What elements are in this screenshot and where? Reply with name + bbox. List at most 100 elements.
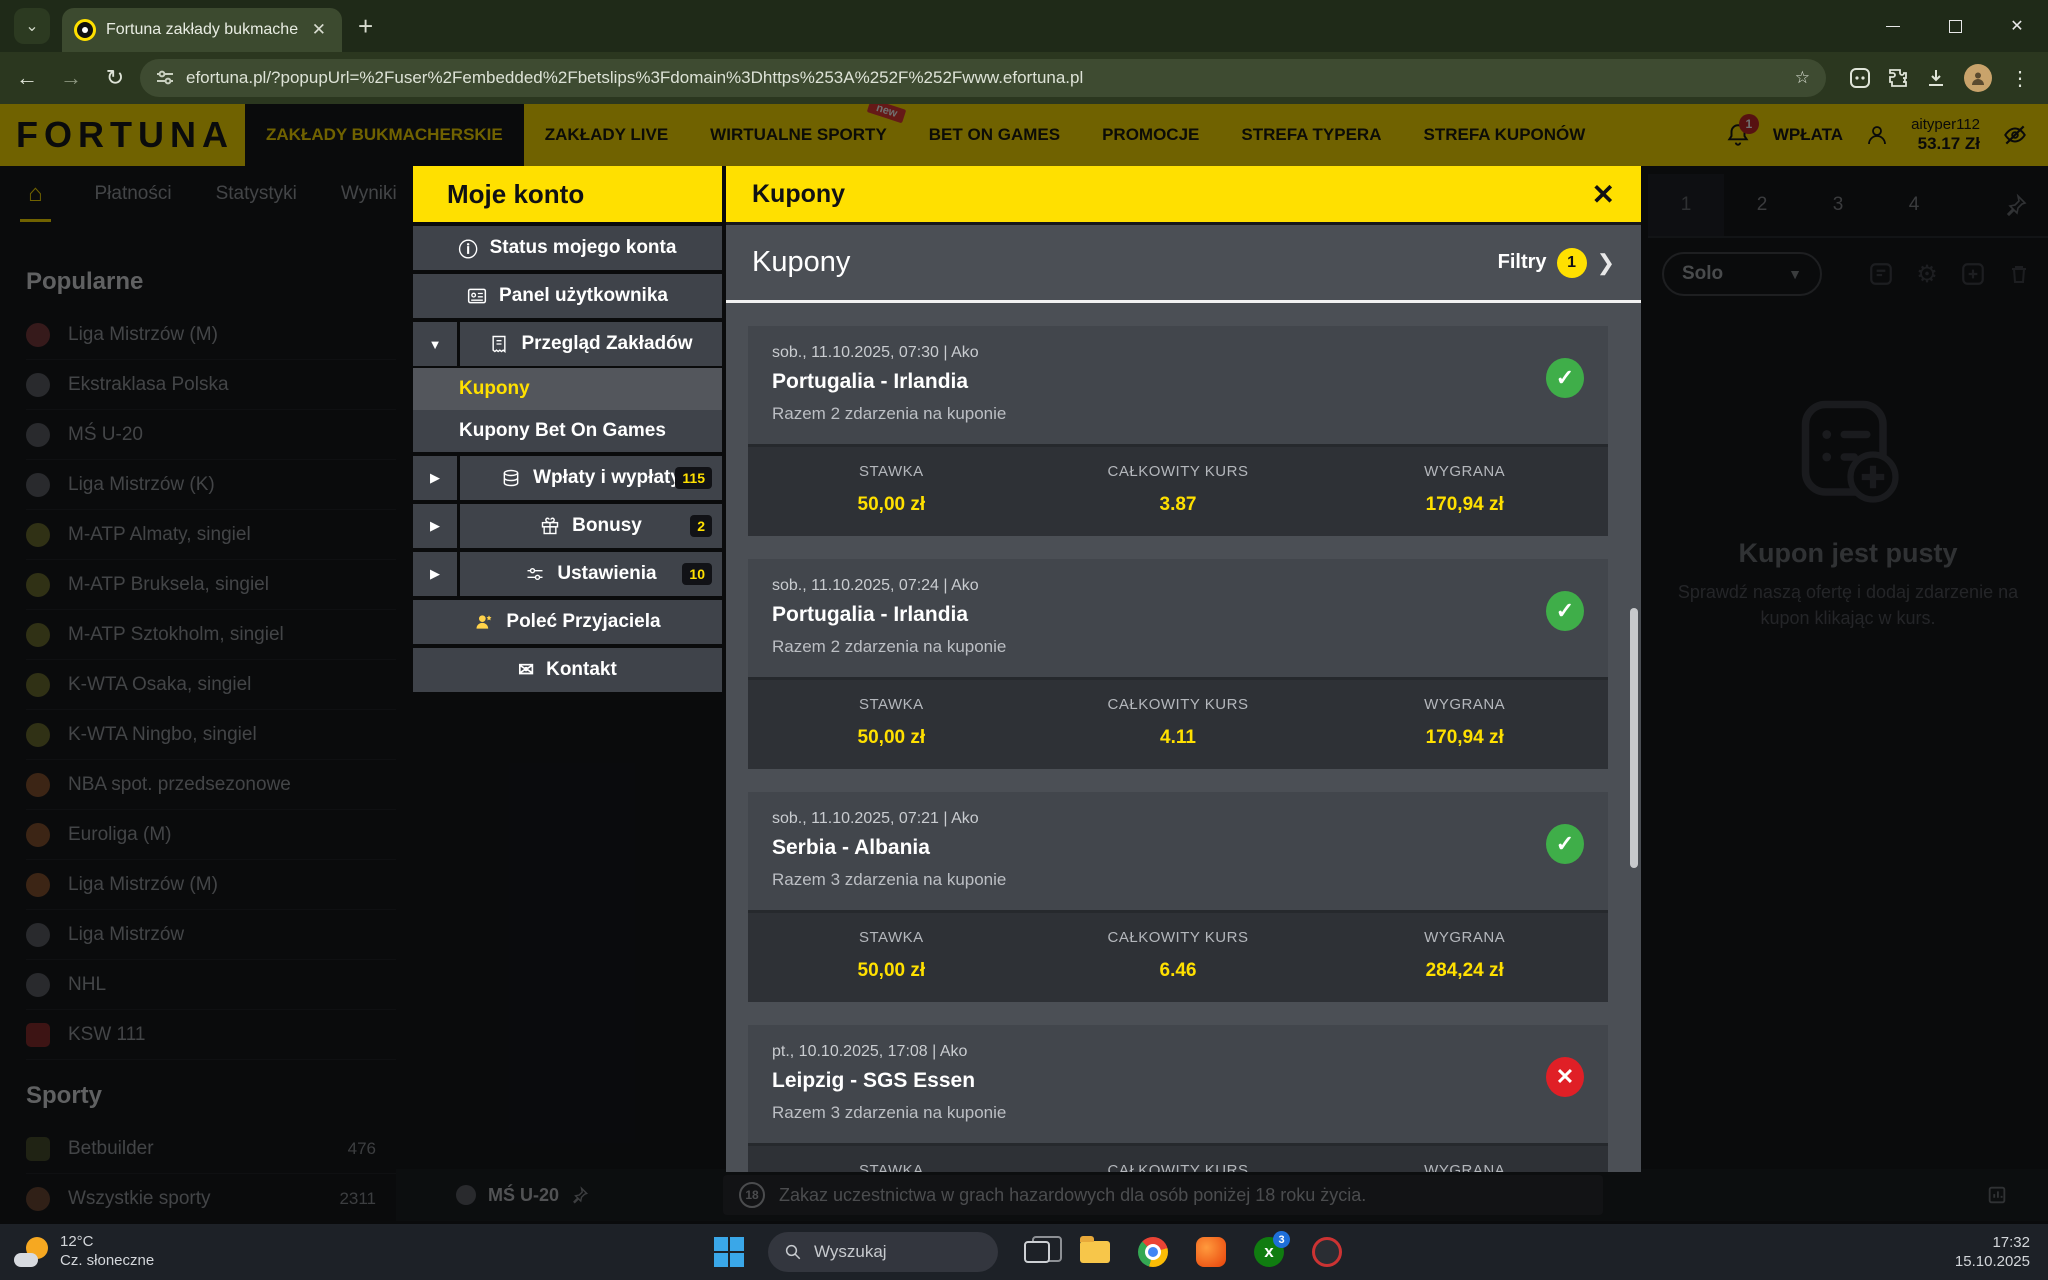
odds-value: 6.46 xyxy=(1159,960,1197,981)
win-label: WYGRANA xyxy=(1424,1162,1506,1172)
menu-status-konta[interactable]: ⓘ Status mojego konta xyxy=(413,226,722,270)
menu-sub-kupony[interactable]: Kupony xyxy=(413,368,722,410)
win-value: 170,94 zł xyxy=(1425,494,1504,515)
filters-button[interactable]: Filtry 1 ❯ xyxy=(1498,247,1615,278)
url-text: efortuna.pl/?popupUrl=%2Fuser%2Fembedded… xyxy=(186,68,1084,87)
coupon-card[interactable]: sob., 11.10.2025, 07:24 | Ako Portugalia… xyxy=(748,559,1608,769)
fortuna-favicon xyxy=(74,19,96,41)
address-bar[interactable]: efortuna.pl/?popupUrl=%2Fuser%2Fembedded… xyxy=(140,59,1826,97)
coupon-title: Portugalia - Irlandia xyxy=(772,603,969,626)
odds-label: CAŁKOWITY KURS xyxy=(1107,696,1249,713)
stake-label: STAWKA xyxy=(859,696,924,713)
win-label: WYGRANA xyxy=(1424,929,1506,946)
account-menu-title: Moje konto xyxy=(413,166,722,222)
gift-icon xyxy=(541,517,559,535)
coupon-title: Serbia - Albania xyxy=(772,836,930,859)
expand-caret-button[interactable]: ▶ xyxy=(413,504,457,548)
close-icon[interactable]: ✕ xyxy=(1591,178,1615,210)
browser-tabstrip: ⌄ Fortuna zakłady bukmacherskie ✕ + ✕ xyxy=(0,0,2048,52)
stake-value: 50,00 zł xyxy=(857,960,926,981)
start-button[interactable] xyxy=(710,1233,748,1271)
coupons-panel-header: Kupony ✕ xyxy=(726,166,1641,222)
close-window-button[interactable]: ✕ xyxy=(2010,18,2024,35)
file-explorer-button[interactable] xyxy=(1076,1233,1114,1271)
menu-wplaty-wyplaty[interactable]: Wpłaty i wypłaty 115 xyxy=(460,456,722,500)
windows-logo-icon xyxy=(714,1237,744,1267)
coupons-subheader: Kupony Filtry 1 ❯ xyxy=(726,225,1641,303)
menu-badge: 2 xyxy=(690,515,712,537)
forward-button[interactable]: → xyxy=(60,65,82,90)
window-controls: ✕ xyxy=(1862,0,2048,52)
panel-scrollbar-thumb[interactable] xyxy=(1630,608,1638,868)
menu-ustawienia[interactable]: Ustawienia 10 xyxy=(460,552,722,596)
tab-close-icon[interactable]: ✕ xyxy=(311,20,326,39)
maximize-button[interactable] xyxy=(1924,0,1986,52)
minimize-button[interactable] xyxy=(1862,0,1924,52)
odds-label: CAŁKOWITY KURS xyxy=(1107,929,1249,946)
new-tab-button[interactable]: + xyxy=(358,10,374,41)
temperature: 12°C xyxy=(60,1233,94,1251)
coupon-card[interactable]: pt., 10.10.2025, 17:08 | Ako Leipzig - S… xyxy=(748,1025,1608,1172)
browser-tab[interactable]: Fortuna zakłady bukmacherskie ✕ xyxy=(62,8,342,52)
odds-label: CAŁKOWITY KURS xyxy=(1107,1162,1249,1172)
coupon-events: Razem 2 zdarzenia na kuponie xyxy=(772,404,1007,423)
taskbar-search[interactable]: Wyszukaj xyxy=(768,1232,998,1272)
dark-app-icon xyxy=(1312,1237,1342,1267)
coupon-events: Razem 3 zdarzenia na kuponie xyxy=(772,1103,1007,1122)
tab-organizer-icon[interactable] xyxy=(1850,68,1870,88)
coupon-date: sob., 11.10.2025, 07:24 | Ako xyxy=(772,577,979,594)
coupon-events: Razem 2 zdarzenia na kuponie xyxy=(772,637,1007,656)
tab-title: Fortuna zakłady bukmacherskie xyxy=(106,21,298,38)
taskbar-weather-widget[interactable]: 12°C Cz. słoneczne xyxy=(0,1233,260,1271)
bookmark-star-icon[interactable]: ☆ xyxy=(1794,68,1810,87)
coupons-panel-body: Kupony Filtry 1 ❯ sob., 11.10.2025, 07:3… xyxy=(726,222,1641,1172)
coupon-card[interactable]: sob., 11.10.2025, 07:30 | Ako Portugalia… xyxy=(748,326,1608,536)
menu-kontakt[interactable]: ✉ Kontakt xyxy=(413,648,722,692)
win-label: WYGRANA xyxy=(1424,696,1506,713)
menu-bonusy[interactable]: Bonusy 2 xyxy=(460,504,722,548)
chrome-button[interactable] xyxy=(1134,1233,1172,1271)
orange-app-icon xyxy=(1196,1237,1226,1267)
expand-caret-button[interactable]: ▶ xyxy=(413,552,457,596)
refer-friend-icon xyxy=(476,615,492,629)
chevron-right-icon: ❯ xyxy=(1596,249,1615,275)
coupon-card[interactable]: sob., 11.10.2025, 07:21 | Ako Serbia - A… xyxy=(748,792,1608,1002)
back-button[interactable]: ← xyxy=(16,65,38,90)
stake-label: STAWKA xyxy=(859,929,924,946)
menu-badge: 10 xyxy=(682,563,712,585)
odds-value: 4.11 xyxy=(1160,727,1196,748)
menu-panel-uzytkownika[interactable]: Panel użytkownika xyxy=(413,274,722,318)
download-icon[interactable] xyxy=(1926,68,1946,88)
stake-label: STAWKA xyxy=(859,463,924,480)
coupon-date: sob., 11.10.2025, 07:21 | Ako xyxy=(772,810,979,827)
time: 17:32 xyxy=(1992,1233,2030,1251)
task-view-button[interactable] xyxy=(1018,1233,1062,1271)
xbox-badge: 3 xyxy=(1273,1231,1290,1248)
panel-header-title: Kupony xyxy=(752,179,846,208)
menu-polec-przyjaciela[interactable]: Poleć Przyjaciela xyxy=(413,600,722,644)
browser-menu-icon[interactable]: ⋮ xyxy=(2010,67,2030,90)
menu-przeglad-zakladow[interactable]: Przegląd Zakładów xyxy=(460,322,722,366)
status-lost-icon: ✕ xyxy=(1546,1057,1584,1097)
menu-sub-kupony-bog[interactable]: Kupony Bet On Games xyxy=(413,410,722,452)
caret-right-icon: ▶ xyxy=(430,518,440,533)
tab-search-button[interactable]: ⌄ xyxy=(14,8,50,44)
site-info-icon[interactable] xyxy=(156,69,174,87)
app-dark-button[interactable] xyxy=(1308,1233,1346,1271)
search-icon xyxy=(785,1244,801,1260)
expand-caret-button[interactable]: ▶ xyxy=(413,456,457,500)
profile-avatar[interactable] xyxy=(1964,64,1992,92)
coupon-title: Portugalia - Irlandia xyxy=(772,370,969,393)
extensions-puzzle-icon[interactable] xyxy=(1888,68,1908,88)
reload-button[interactable]: ↻ xyxy=(105,65,125,90)
app-orange-button[interactable] xyxy=(1192,1233,1230,1271)
chrome-icon xyxy=(1138,1237,1168,1267)
collapse-caret-button[interactable]: ▼ xyxy=(413,322,457,366)
status-won-icon: ✓ xyxy=(1546,824,1584,864)
coupon-date: sob., 11.10.2025, 07:30 | Ako xyxy=(772,344,979,361)
taskbar-clock[interactable]: 17:32 15.10.2025 xyxy=(1955,1233,2048,1272)
